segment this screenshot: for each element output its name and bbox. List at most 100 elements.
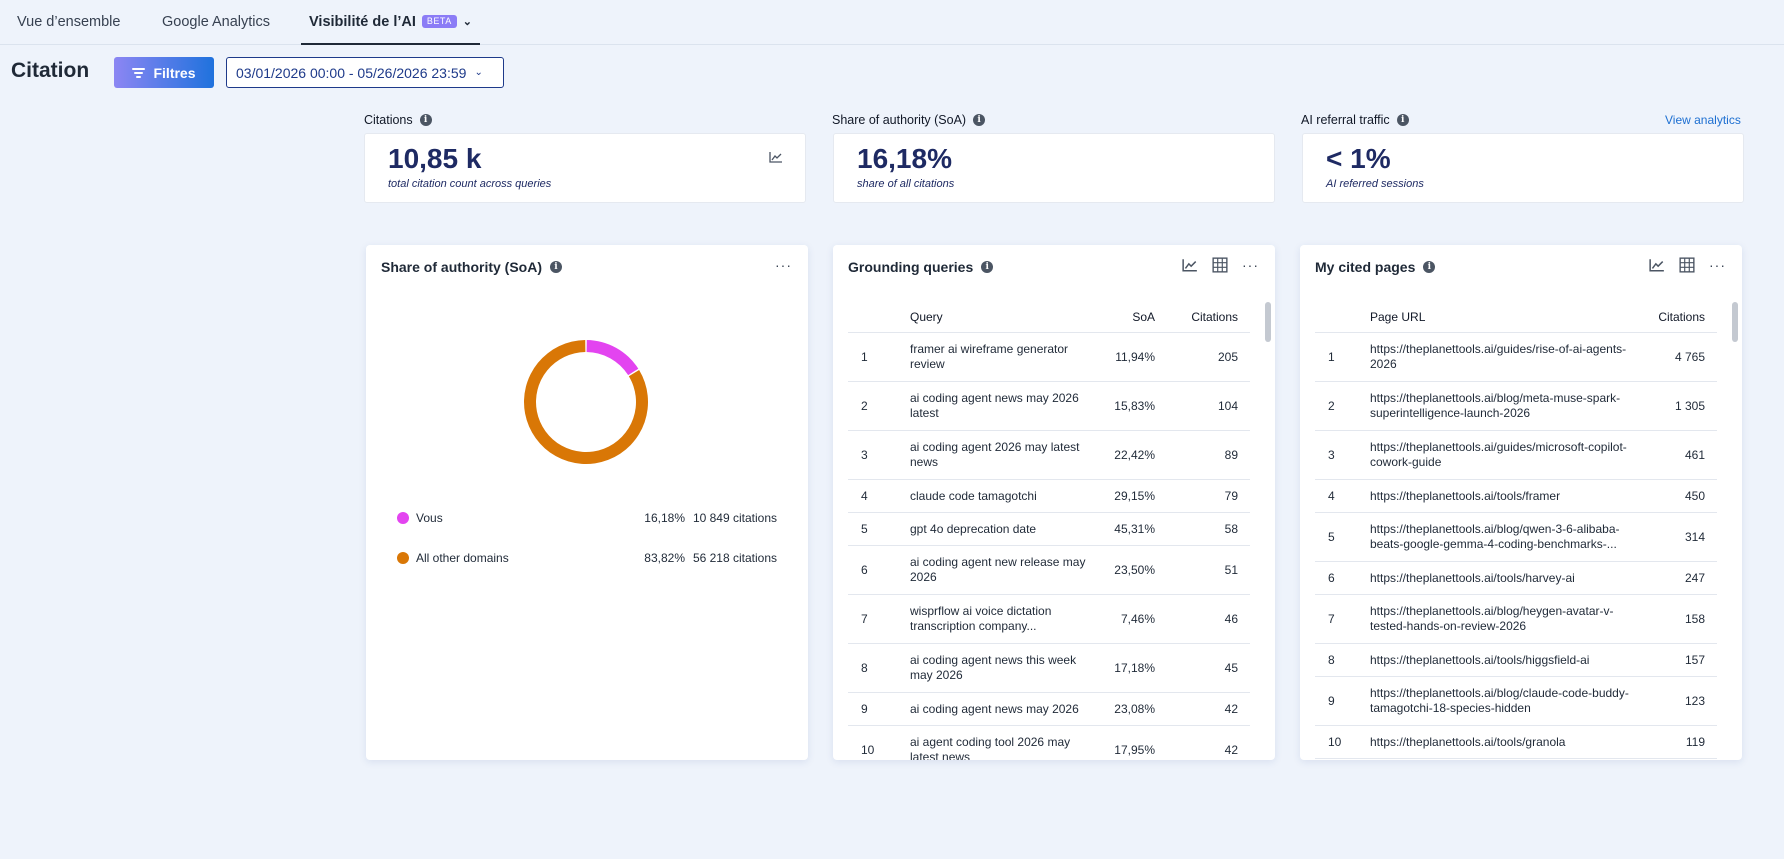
table-row[interactable]: 1 https://theplanettools.ai/guides/rise-o… [1315, 333, 1717, 382]
panel-title: Grounding queries i [848, 259, 994, 275]
tab-overview[interactable]: Vue d’ensemble [17, 14, 121, 30]
trend-chart-icon[interactable] [1649, 257, 1665, 273]
table-row[interactable]: 7 wisprflow ai voice dictation transcript… [848, 595, 1250, 644]
citations-value: 51 [1224, 563, 1238, 577]
info-icon[interactable]: i [1423, 261, 1436, 273]
row-number: 10 [1328, 735, 1342, 749]
info-icon[interactable]: i [1396, 114, 1409, 126]
info-icon[interactable]: i [981, 261, 994, 273]
table-icon[interactable] [1679, 257, 1695, 273]
cited-pages-panel: My cited pages i ··· Page URL Citations 1… [1300, 245, 1742, 760]
query-text: gpt 4o deprecation date [910, 522, 1037, 536]
table-icon[interactable] [1212, 257, 1228, 273]
page-url[interactable]: https://theplanettools.ai/blog/qwen-3-6-… [1370, 522, 1620, 551]
table-row[interactable]: 5 gpt 4o deprecation date 45,31% 58 [848, 513, 1250, 546]
kpi-subtitle: total citation count across queries [388, 178, 552, 190]
page-url[interactable]: https://theplanettools.ai/tools/higgsfie… [1370, 653, 1590, 667]
kpi-card-soa: 16,18% share of all citations [833, 133, 1275, 203]
table-row[interactable]: 9 https://theplanettools.ai/blog/claude-c… [1315, 677, 1717, 726]
table-row[interactable]: 6 ai coding agent new release may 2026 23,… [848, 546, 1250, 595]
date-range-value: 03/01/2026 00:00 - 05/26/2026 23:59 [236, 64, 467, 81]
kpi-card-ai-referral: < 1% AI referred sessions [1302, 133, 1744, 203]
info-icon[interactable]: i [419, 114, 432, 126]
citations-value: 42 [1224, 743, 1238, 757]
page-url[interactable]: https://theplanettools.ai/blog/claude-co… [1370, 686, 1629, 715]
cited-pages-table: Page URL Citations 1 https://theplanettoo… [1315, 300, 1717, 759]
table-row[interactable]: 10 https://theplanettools.ai/tools/granol… [1315, 726, 1717, 759]
row-number: 6 [861, 563, 868, 577]
table-row[interactable]: 6 https://theplanettools.ai/tools/harvey-… [1315, 562, 1717, 595]
scrollbar[interactable] [1265, 302, 1271, 342]
tab-ai-visibility-label: Visibilité de l’AI [309, 14, 416, 30]
page-url[interactable]: https://theplanettools.ai/tools/framer [1370, 489, 1561, 503]
table-row[interactable]: 8 https://theplanettools.ai/tools/higgsfi… [1315, 644, 1717, 677]
query-text: claude code tamagotchi [910, 489, 1037, 503]
page-url[interactable]: https://theplanettools.ai/blog/heygen-av… [1370, 604, 1614, 633]
donut-slice-vous[interactable] [586, 340, 639, 376]
tab-ai-visibility[interactable]: Visibilité de l’AI BETA ⌄ [301, 0, 480, 45]
table-row[interactable]: 9 ai coding agent news may 2026 23,08% 42 [848, 693, 1250, 726]
query-text: ai coding agent new release may 2026 [910, 555, 1086, 584]
table-row[interactable]: 1 framer ai wireframe generator review 11,… [848, 333, 1250, 382]
page-url[interactable]: https://theplanettools.ai/guides/microso… [1370, 440, 1627, 469]
column-header-soa[interactable]: SoA [1132, 310, 1155, 324]
page-url[interactable]: https://theplanettools.ai/blog/meta-muse… [1370, 391, 1621, 420]
info-icon[interactable]: i [973, 114, 986, 126]
row-number: 10 [861, 743, 875, 757]
column-header-citations[interactable]: Citations [1191, 310, 1238, 324]
table-row[interactable]: 8 ai coding agent news this week may 2026… [848, 644, 1250, 693]
kpi-card-citations: 10,85 k total citation count across quer… [364, 133, 806, 203]
kpi-label-soa: Share of authority (SoA) i [832, 113, 986, 127]
trend-chart-icon[interactable] [769, 151, 783, 163]
kpi-label-text: Share of authority (SoA) [832, 113, 967, 127]
query-text: ai coding agent news this week may 2026 [910, 653, 1077, 682]
table-row[interactable]: 5 https://theplanettools.ai/blog/qwen-3-6… [1315, 513, 1717, 562]
grounding-queries-table: Query SoA Citations 1 framer ai wireframe… [848, 300, 1250, 760]
row-number: 1 [861, 350, 868, 364]
row-number: 7 [861, 612, 868, 626]
citations-value: 450 [1684, 489, 1705, 503]
more-options-icon[interactable]: ··· [1709, 257, 1726, 273]
view-analytics-link[interactable]: View analytics [1665, 113, 1741, 127]
more-options-icon[interactable]: ··· [1242, 257, 1259, 273]
scrollbar[interactable] [1732, 302, 1738, 342]
column-header-page-url[interactable]: Page URL [1370, 310, 1426, 324]
panel-title-text: Grounding queries [848, 259, 974, 275]
column-header-query[interactable]: Query [910, 310, 943, 324]
table-row[interactable]: 10 ai agent coding tool 2026 may latest n… [848, 726, 1250, 760]
table-row[interactable]: 7 https://theplanettools.ai/blog/heygen-a… [1315, 595, 1717, 644]
date-range-picker[interactable]: 03/01/2026 00:00 - 05/26/2026 23:59 ⌄ [226, 57, 504, 88]
page-title: Citation [11, 59, 90, 82]
info-icon[interactable]: i [550, 261, 563, 273]
filters-button[interactable]: Filtres [114, 57, 214, 88]
table-row[interactable]: 3 ai coding agent 2026 may latest news 22,… [848, 431, 1250, 480]
legend-percent: 83,82% [644, 551, 685, 565]
trend-chart-icon[interactable] [1182, 257, 1198, 273]
legend-item-other-domains: All other domains 83,82% 56 218 citation… [397, 550, 777, 566]
page-url[interactable]: https://theplanettools.ai/tools/granola [1370, 735, 1566, 749]
more-options-icon[interactable]: ··· [775, 257, 792, 273]
row-number: 4 [861, 489, 868, 503]
column-header-citations[interactable]: Citations [1658, 310, 1705, 324]
page-url[interactable]: https://theplanettools.ai/guides/rise-of… [1370, 342, 1627, 371]
page-url[interactable]: https://theplanettools.ai/tools/harvey-a… [1370, 571, 1575, 585]
citations-value: 158 [1684, 612, 1705, 626]
chevron-down-icon: ⌄ [474, 67, 483, 78]
tab-google-analytics[interactable]: Google Analytics [162, 14, 271, 30]
soa-value: 17,18% [1114, 661, 1155, 675]
table-row[interactable]: 4 claude code tamagotchi 29,15% 79 [848, 480, 1250, 513]
chevron-down-icon[interactable]: ⌄ [462, 16, 472, 28]
query-text: ai coding agent 2026 may latest news [910, 440, 1080, 469]
table-row[interactable]: 3 https://theplanettools.ai/guides/micros… [1315, 431, 1717, 480]
beta-badge: BETA [421, 15, 457, 28]
kpi-subtitle: AI referred sessions [1326, 178, 1424, 190]
table-row[interactable]: 2 ai coding agent news may 2026 latest 15,… [848, 382, 1250, 431]
citations-value: 79 [1224, 489, 1238, 503]
soa-value: 11,94% [1115, 350, 1155, 364]
citations-value: 42 [1224, 702, 1238, 716]
legend-item-you: Vous 16,18% 10 849 citations [397, 510, 777, 526]
table-row[interactable]: 4 https://theplanettools.ai/tools/framer 4… [1315, 480, 1717, 513]
legend-citations: 10 849 citations [692, 511, 777, 525]
table-row[interactable]: 2 https://theplanettools.ai/blog/meta-mus… [1315, 382, 1717, 431]
kpi-label-citations: Citations i [364, 113, 432, 127]
